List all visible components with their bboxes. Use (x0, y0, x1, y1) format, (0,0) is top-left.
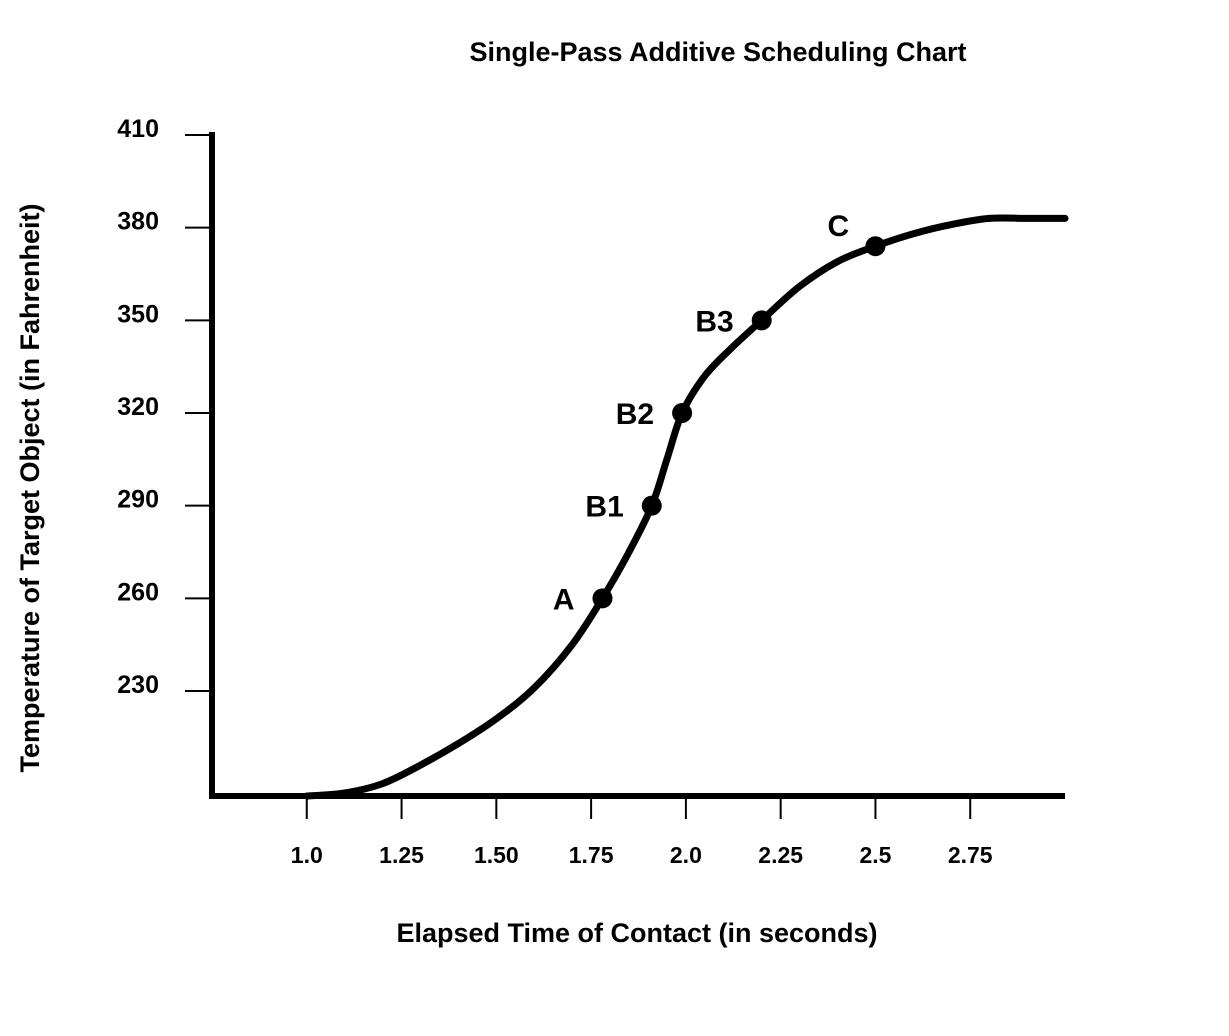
point-label-b3: B3 (695, 305, 733, 338)
y-tick-label: 260 (117, 578, 159, 606)
x-tick-label: 1.25 (379, 842, 424, 868)
axes (209, 132, 1065, 798)
chart-title: Single-Pass Additive Scheduling Chart (469, 37, 966, 67)
x-tick-label: 2.5 (859, 842, 891, 868)
point-marker-b1 (642, 496, 662, 516)
point-label-b1: B1 (585, 491, 623, 524)
y-tick-label: 230 (117, 671, 159, 699)
x-tick-label: 1.50 (474, 842, 519, 868)
y-axis-label: Temperature of Target Object (in Fahrenh… (15, 203, 45, 772)
markers: A B1 B2 B3 C (553, 210, 886, 616)
x-tick-label: 2.75 (948, 842, 993, 868)
y-tick-label: 380 (117, 208, 159, 236)
y-tick-label: 410 (117, 115, 159, 143)
x-tick-label: 1.75 (569, 842, 614, 868)
y-ticks: 230 260 290 320 350 380 410 (117, 115, 212, 699)
series (307, 218, 1065, 796)
y-tick-label: 290 (117, 486, 159, 514)
temperature-curve (307, 218, 1065, 796)
point-label-a: A (553, 583, 575, 616)
point-marker-b2 (672, 403, 692, 423)
y-tick-label: 320 (117, 393, 159, 421)
x-tick-label: 2.25 (758, 842, 803, 868)
x-tick-label: 1.0 (291, 842, 323, 868)
point-marker-c (865, 236, 885, 256)
point-label-c: C (827, 210, 849, 243)
x-axis-label: Elapsed Time of Contact (in seconds) (396, 918, 877, 948)
point-marker-b3 (752, 310, 772, 330)
x-ticks: 1.0 1.25 1.50 1.75 2.0 2.25 2.5 2.75 (291, 796, 993, 868)
point-label-b2: B2 (616, 398, 654, 431)
x-tick-label: 2.0 (670, 842, 702, 868)
point-marker-a (592, 588, 612, 608)
y-tick-label: 350 (117, 300, 159, 328)
